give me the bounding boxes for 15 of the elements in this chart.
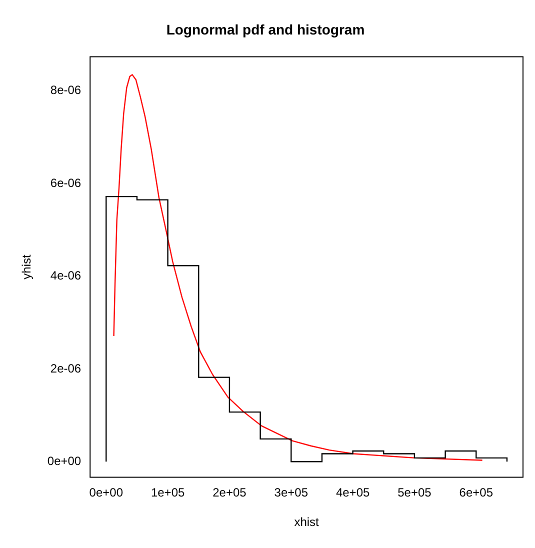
x-axis-title: xhist [294,515,320,530]
y-tick-label: 6e-06 [50,176,82,190]
x-tick-label: 2e+05 [212,486,247,500]
y-tick-label: 2e-06 [50,361,82,376]
x-tick-label: 0e+00 [89,486,124,500]
x-tick-label: 3e+05 [274,486,308,500]
x-tick-label: 4e+05 [336,486,370,500]
x-tick-label: 1e+05 [150,486,185,500]
y-tick-label: 8e-06 [50,83,82,98]
y-tick-label: 4e-06 [50,268,82,283]
y-tick-label: 0e+00 [47,454,82,468]
y-axis-title: yhist [20,254,34,280]
chart-title: Lognormal pdf and histogram [166,21,365,38]
x-tick-label: 5e+05 [398,486,432,500]
x-tick-label: 6e+05 [459,486,494,500]
